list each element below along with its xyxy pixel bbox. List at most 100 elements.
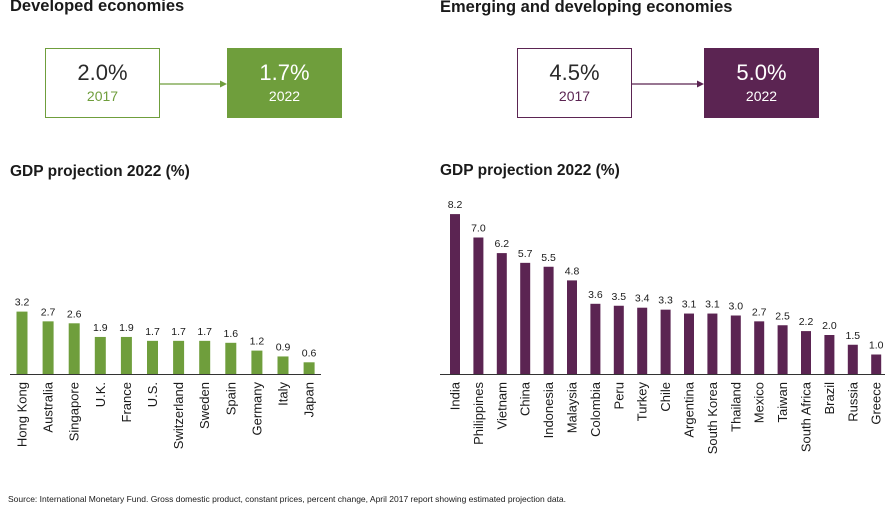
- emerging-value-label: 3.0: [728, 301, 743, 313]
- emerging-value-label: 5.7: [518, 248, 533, 260]
- emerging-value-label: 6.2: [494, 238, 509, 250]
- developed-chart-title: GDP projection 2022 (%): [10, 163, 190, 180]
- emerging-bar-india: [450, 214, 460, 374]
- emerging-tick-label: Brazil: [822, 382, 837, 415]
- developed-value-label: 0.6: [302, 347, 317, 359]
- emerging-value-label: 5.5: [541, 252, 556, 264]
- developed-tick-label: Spain: [223, 382, 238, 415]
- developed-tick-label: Hong Kong: [15, 382, 30, 447]
- emerging-value-label: 3.6: [588, 289, 603, 301]
- emerging-tick-label: Vietnam: [494, 382, 509, 429]
- developed-2017-box: 2.0% 2017: [45, 48, 160, 118]
- emerging-2022-box: 5.0% 2022: [704, 48, 819, 118]
- emerging-tick-label: Malaysia: [565, 381, 580, 433]
- emerging-value-label: 3.3: [658, 295, 673, 307]
- emerging-value-label: 3.1: [705, 299, 720, 311]
- developed-tick-label: Singapore: [67, 382, 82, 441]
- emerging-2022-year: 2022: [745, 88, 778, 104]
- developed-bar-japan: [303, 362, 315, 374]
- emerging-2017-year: 2017: [558, 88, 591, 104]
- developed-value-label: 0.9: [276, 341, 291, 353]
- developed-bar-u-s: [147, 340, 158, 374]
- developed-2022-value: 1.7%: [259, 60, 310, 85]
- developed-value-label: 2.7: [41, 306, 56, 318]
- emerging-bar-south-africa: [801, 331, 811, 374]
- developed-title: Developed economies: [10, 0, 185, 15]
- developed-value-label: 1.6: [223, 328, 238, 340]
- emerging-bar-indonesia: [543, 266, 554, 374]
- emerging-tick-label: Mexico: [752, 382, 767, 423]
- developed-tick-label: Sweden: [197, 382, 212, 429]
- emerging-tick-label: Colombia: [588, 381, 603, 437]
- developed-value-label: 1.7: [145, 326, 160, 338]
- emerging-bar-china: [520, 262, 531, 374]
- developed-tick-label: France: [119, 382, 134, 422]
- emerging-bar-mexico: [754, 321, 765, 374]
- developed-2017-value: 2.0%: [77, 60, 128, 85]
- developed-tick-label: U.S.: [145, 382, 160, 407]
- developed-bar-switzerland: [173, 340, 185, 374]
- emerging-value-label: 3.1: [682, 299, 697, 311]
- emerging-tick-label: Chile: [658, 382, 673, 412]
- emerging-tick-label: South Africa: [799, 381, 814, 452]
- emerging-2022-value: 5.0%: [736, 60, 787, 85]
- emerging-chart-title: GDP projection 2022 (%): [440, 162, 620, 179]
- developed-bar-italy: [277, 356, 289, 374]
- developed-value-label: 3.2: [15, 297, 30, 309]
- developed-tick-label: U.K.: [93, 382, 108, 407]
- emerging-bar-greece: [871, 354, 882, 374]
- emerging-value-label: 2.2: [799, 316, 814, 328]
- emerging-tick-label: Thailand: [728, 382, 743, 432]
- developed-bar-germany: [251, 350, 263, 374]
- emerging-value-label: 3.4: [635, 293, 650, 305]
- emerging-bar-malaysia: [567, 280, 577, 374]
- emerging-tick-label: Argentina: [682, 381, 697, 437]
- emerging-value-label: 8.2: [448, 199, 463, 211]
- emerging-bar-philippines: [473, 237, 484, 374]
- developed-bar-spain: [225, 342, 237, 374]
- emerging-bar-south-korea: [707, 313, 718, 374]
- developed-bar-singapore: [68, 323, 80, 374]
- emerging-value-label: 1.0: [869, 340, 884, 352]
- developed-value-label: 2.6: [67, 308, 82, 320]
- emerging-2017-value: 4.5%: [549, 60, 600, 85]
- developed-bar-sweden: [199, 340, 211, 374]
- emerging-tick-label: India: [448, 381, 463, 410]
- emerging-tick-label: Taiwan: [775, 382, 790, 422]
- developed-tick-label: Australia: [41, 381, 56, 432]
- emerging-value-label: 3.5: [611, 291, 626, 303]
- emerging-tick-label: Greece: [869, 382, 884, 425]
- emerging-value-label: 2.7: [752, 306, 767, 318]
- developed-tick-label: Japan: [302, 382, 317, 417]
- emerging-bar-thailand: [730, 315, 741, 374]
- emerging-bar-peru: [613, 305, 624, 374]
- developed-value-label: 1.7: [197, 326, 212, 338]
- emerging-tick-label: Philippines: [471, 382, 486, 445]
- developed-bar-france: [120, 336, 132, 374]
- emerging-tick-label: Russia: [845, 381, 860, 422]
- emerging-value-label: 1.5: [845, 330, 860, 342]
- emerging-tick-label: China: [518, 381, 533, 416]
- emerging-2017-box: 4.5% 2017: [517, 48, 632, 118]
- emerging-value-label: 4.8: [565, 265, 580, 277]
- emerging-bar-argentina: [684, 313, 694, 374]
- developed-value-label: 1.9: [119, 322, 134, 334]
- emerging-value-label: 2.5: [775, 310, 790, 322]
- emerging-bar-russia: [847, 344, 858, 374]
- emerging-gdp-chart: 8.2 India 7.0 Philippines 6.2 Vietnam 5.7 China…: [440, 199, 885, 454]
- emerging-arrow: [632, 80, 704, 88]
- emerging-bar-vietnam: [496, 253, 507, 374]
- emerging-bar-taiwan: [777, 325, 788, 374]
- emerging-tick-label: Indonesia: [541, 381, 556, 438]
- emerging-tick-label: South Korea: [705, 381, 720, 454]
- developed-gdp-chart: 3.2 Hong Kong 2.7 Australia 2.6 Singapore 1.9 U…: [10, 297, 321, 449]
- developed-arrow: [160, 80, 227, 88]
- developed-value-label: 1.7: [171, 326, 186, 338]
- developed-bar-australia: [42, 321, 54, 374]
- developed-bar-hong-kong: [16, 311, 28, 374]
- emerging-bar-chile: [660, 309, 671, 374]
- emerging-bar-brazil: [824, 335, 835, 374]
- developed-2022-box: 1.7% 2022: [227, 48, 342, 118]
- developed-2017-year: 2017: [86, 88, 119, 104]
